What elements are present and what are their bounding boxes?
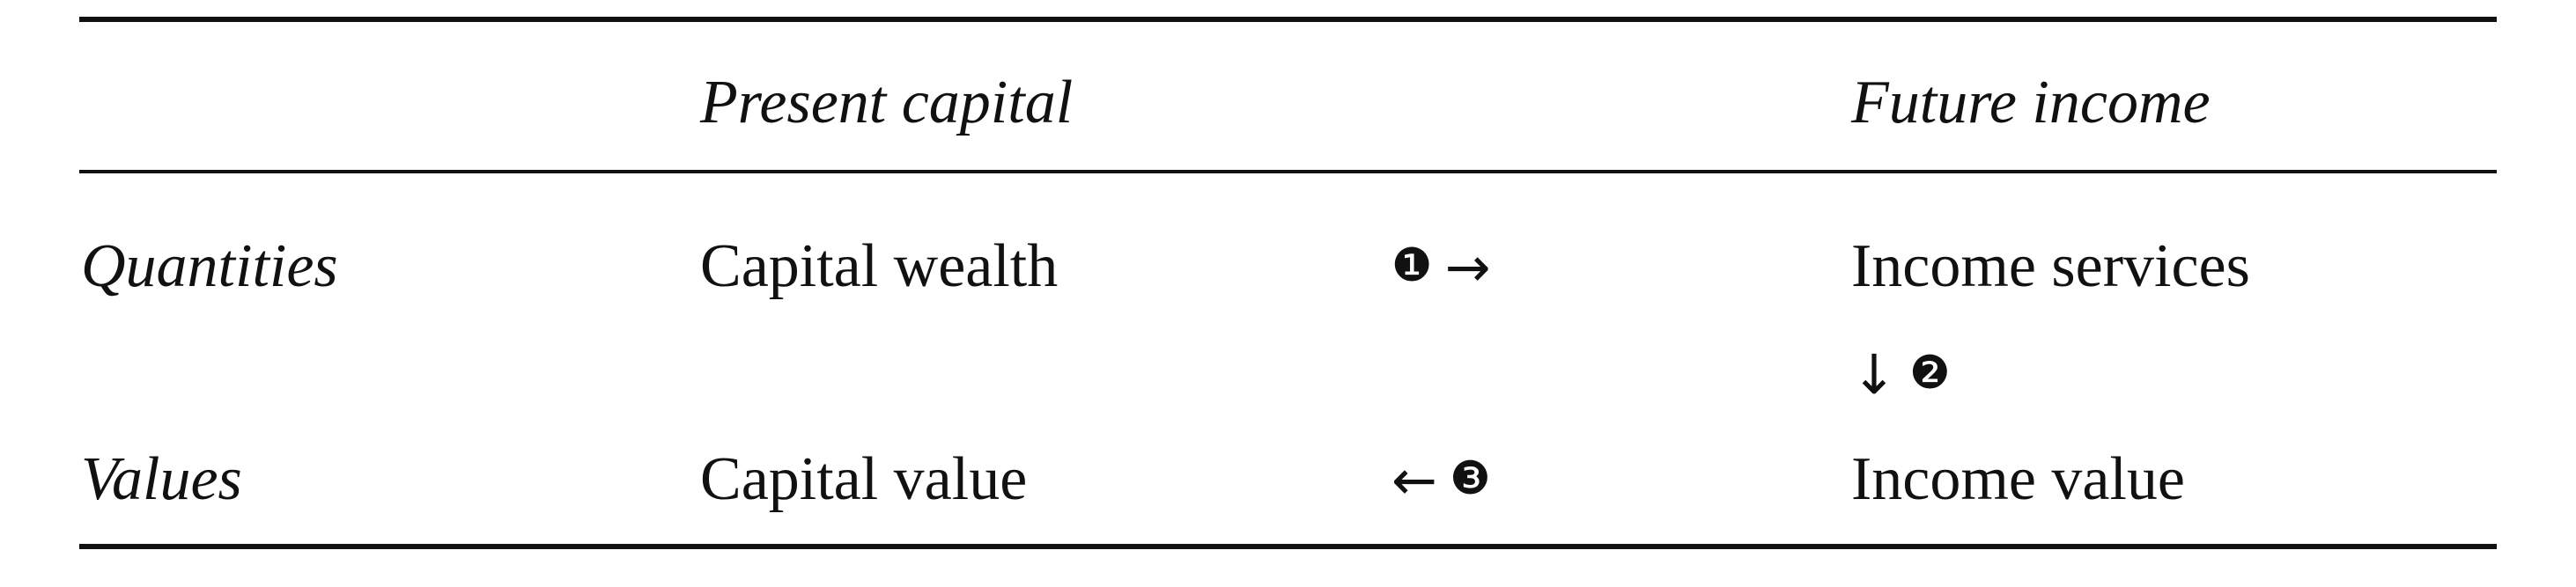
cell-income-value: Income value bbox=[1851, 445, 2185, 513]
row-label-values: Values bbox=[81, 445, 242, 513]
link-values: ← ❸ bbox=[1391, 449, 1491, 510]
link-quantities: ❶ → bbox=[1391, 236, 1491, 297]
cell-capital-wealth: Capital wealth bbox=[700, 232, 1059, 300]
link-future-down: ↓ ❷ bbox=[1851, 343, 1951, 405]
row-label-quantities: Quantities bbox=[81, 232, 338, 300]
bottom-rule bbox=[79, 544, 2497, 549]
left-arrow-icon: ← bbox=[1391, 448, 1437, 512]
column-header-present-capital: Present capital bbox=[700, 69, 1074, 136]
cell-capital-value: Capital value bbox=[700, 445, 1028, 513]
right-arrow-icon: → bbox=[1444, 235, 1491, 299]
marker-3-icon: ❸ bbox=[1449, 452, 1491, 505]
column-header-future-income: Future income bbox=[1851, 69, 2211, 136]
down-arrow-icon: ↓ bbox=[1851, 342, 1897, 407]
cell-income-services: Income services bbox=[1851, 232, 2250, 300]
header-rule bbox=[79, 170, 2497, 173]
marker-1-icon: ❶ bbox=[1391, 239, 1433, 292]
top-rule bbox=[79, 17, 2497, 22]
marker-2-icon: ❷ bbox=[1908, 347, 1951, 400]
